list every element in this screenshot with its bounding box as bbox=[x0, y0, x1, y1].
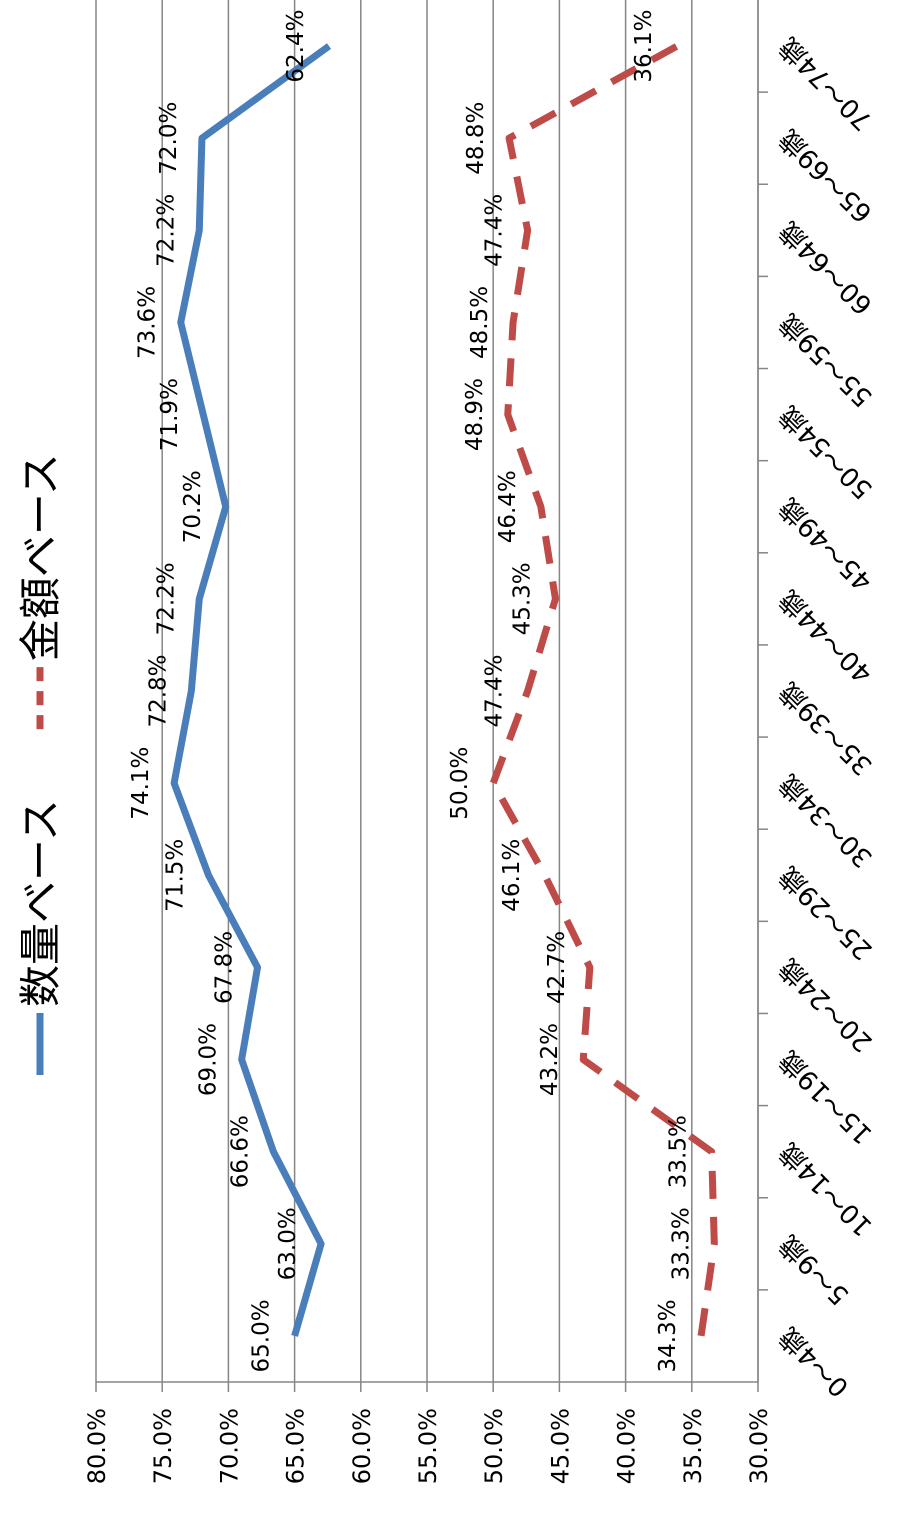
data-label: 43.2% bbox=[537, 1023, 563, 1096]
y-tick-label: 70.0% bbox=[215, 1408, 243, 1484]
data-label: 67.8% bbox=[212, 931, 238, 1004]
data-label: 48.9% bbox=[462, 378, 488, 451]
data-label: 50.0% bbox=[447, 747, 473, 820]
data-label: 33.5% bbox=[666, 1115, 692, 1188]
y-tick-label: 65.0% bbox=[282, 1408, 310, 1484]
data-label: 73.6% bbox=[135, 286, 161, 359]
y-tick-label: 50.0% bbox=[480, 1408, 508, 1484]
data-label: 48.8% bbox=[463, 102, 489, 175]
rotated-chart: 30.0% 35.0% 40.0% 45.0% 50.0% 55.0% 60.0% 65.0%… bbox=[16, 0, 879, 1484]
x-tick-label: 45～49歳 bbox=[774, 492, 879, 597]
series-line bbox=[170, 43, 332, 1337]
x-tick-label: 5～9歳 bbox=[774, 1229, 855, 1310]
x-tick-label: 0～4歳 bbox=[774, 1321, 855, 1402]
x-tick-label: 50～54歳 bbox=[774, 400, 879, 505]
x-tick-label: 40～44歳 bbox=[774, 584, 879, 689]
x-tick-label: 30～34歳 bbox=[774, 768, 879, 873]
data-label: 71.5% bbox=[163, 839, 189, 912]
series-line bbox=[489, 42, 718, 1337]
y-tick-label: 55.0% bbox=[414, 1408, 442, 1484]
x-tick-label: 35～39歳 bbox=[774, 676, 879, 781]
x-tick-label: 20～24歳 bbox=[774, 952, 879, 1057]
data-label: 47.4% bbox=[482, 654, 508, 727]
data-label: 34.3% bbox=[655, 1299, 681, 1372]
data-label: 72.2% bbox=[153, 562, 179, 635]
data-label: 72.2% bbox=[153, 194, 179, 267]
data-label: 46.4% bbox=[495, 470, 521, 543]
data-label: 66.6% bbox=[227, 1115, 253, 1188]
y-tick-label: 40.0% bbox=[613, 1408, 641, 1484]
data-label: 72.8% bbox=[145, 654, 171, 727]
data-label: 45.3% bbox=[509, 562, 535, 635]
x-tick-label: 70～74歳 bbox=[774, 31, 879, 136]
y-tick-label: 45.0% bbox=[546, 1408, 574, 1484]
y-tick-label: 80.0% bbox=[83, 1408, 111, 1484]
x-tick-label: 15～19歳 bbox=[774, 1045, 879, 1150]
data-label: 46.1% bbox=[499, 839, 525, 912]
y-tick-label: 30.0% bbox=[745, 1408, 773, 1484]
legend-label: 数量ベース bbox=[16, 799, 65, 1007]
data-label: 62.4% bbox=[283, 10, 309, 83]
data-label: 70.2% bbox=[180, 470, 206, 543]
data-label: 71.9% bbox=[157, 378, 183, 451]
data-label: 72.0% bbox=[156, 102, 182, 175]
y-tick-label: 60.0% bbox=[348, 1408, 376, 1484]
data-label: 42.7% bbox=[544, 931, 570, 1004]
x-tick-label: 65～69歳 bbox=[774, 123, 879, 228]
x-tick-label: 60～64歳 bbox=[774, 215, 879, 320]
data-label: 63.0% bbox=[275, 1207, 301, 1280]
legend-label: 金額ベース bbox=[16, 453, 65, 661]
data-label: 36.1% bbox=[631, 10, 657, 83]
x-tick-label: 55～59歳 bbox=[774, 308, 879, 413]
data-label: 65.0% bbox=[249, 1299, 275, 1372]
data-label: 33.3% bbox=[668, 1207, 694, 1280]
data-label: 48.5% bbox=[467, 286, 493, 359]
y-tick-label: 75.0% bbox=[149, 1408, 177, 1484]
data-label: 74.1% bbox=[128, 747, 154, 820]
data-label: 69.0% bbox=[196, 1023, 222, 1096]
x-tick-label: 25～29歳 bbox=[774, 860, 879, 965]
y-tick-label: 35.0% bbox=[679, 1408, 707, 1484]
data-label: 47.4% bbox=[482, 194, 508, 267]
x-tick-label: 10～14歳 bbox=[774, 1137, 879, 1242]
